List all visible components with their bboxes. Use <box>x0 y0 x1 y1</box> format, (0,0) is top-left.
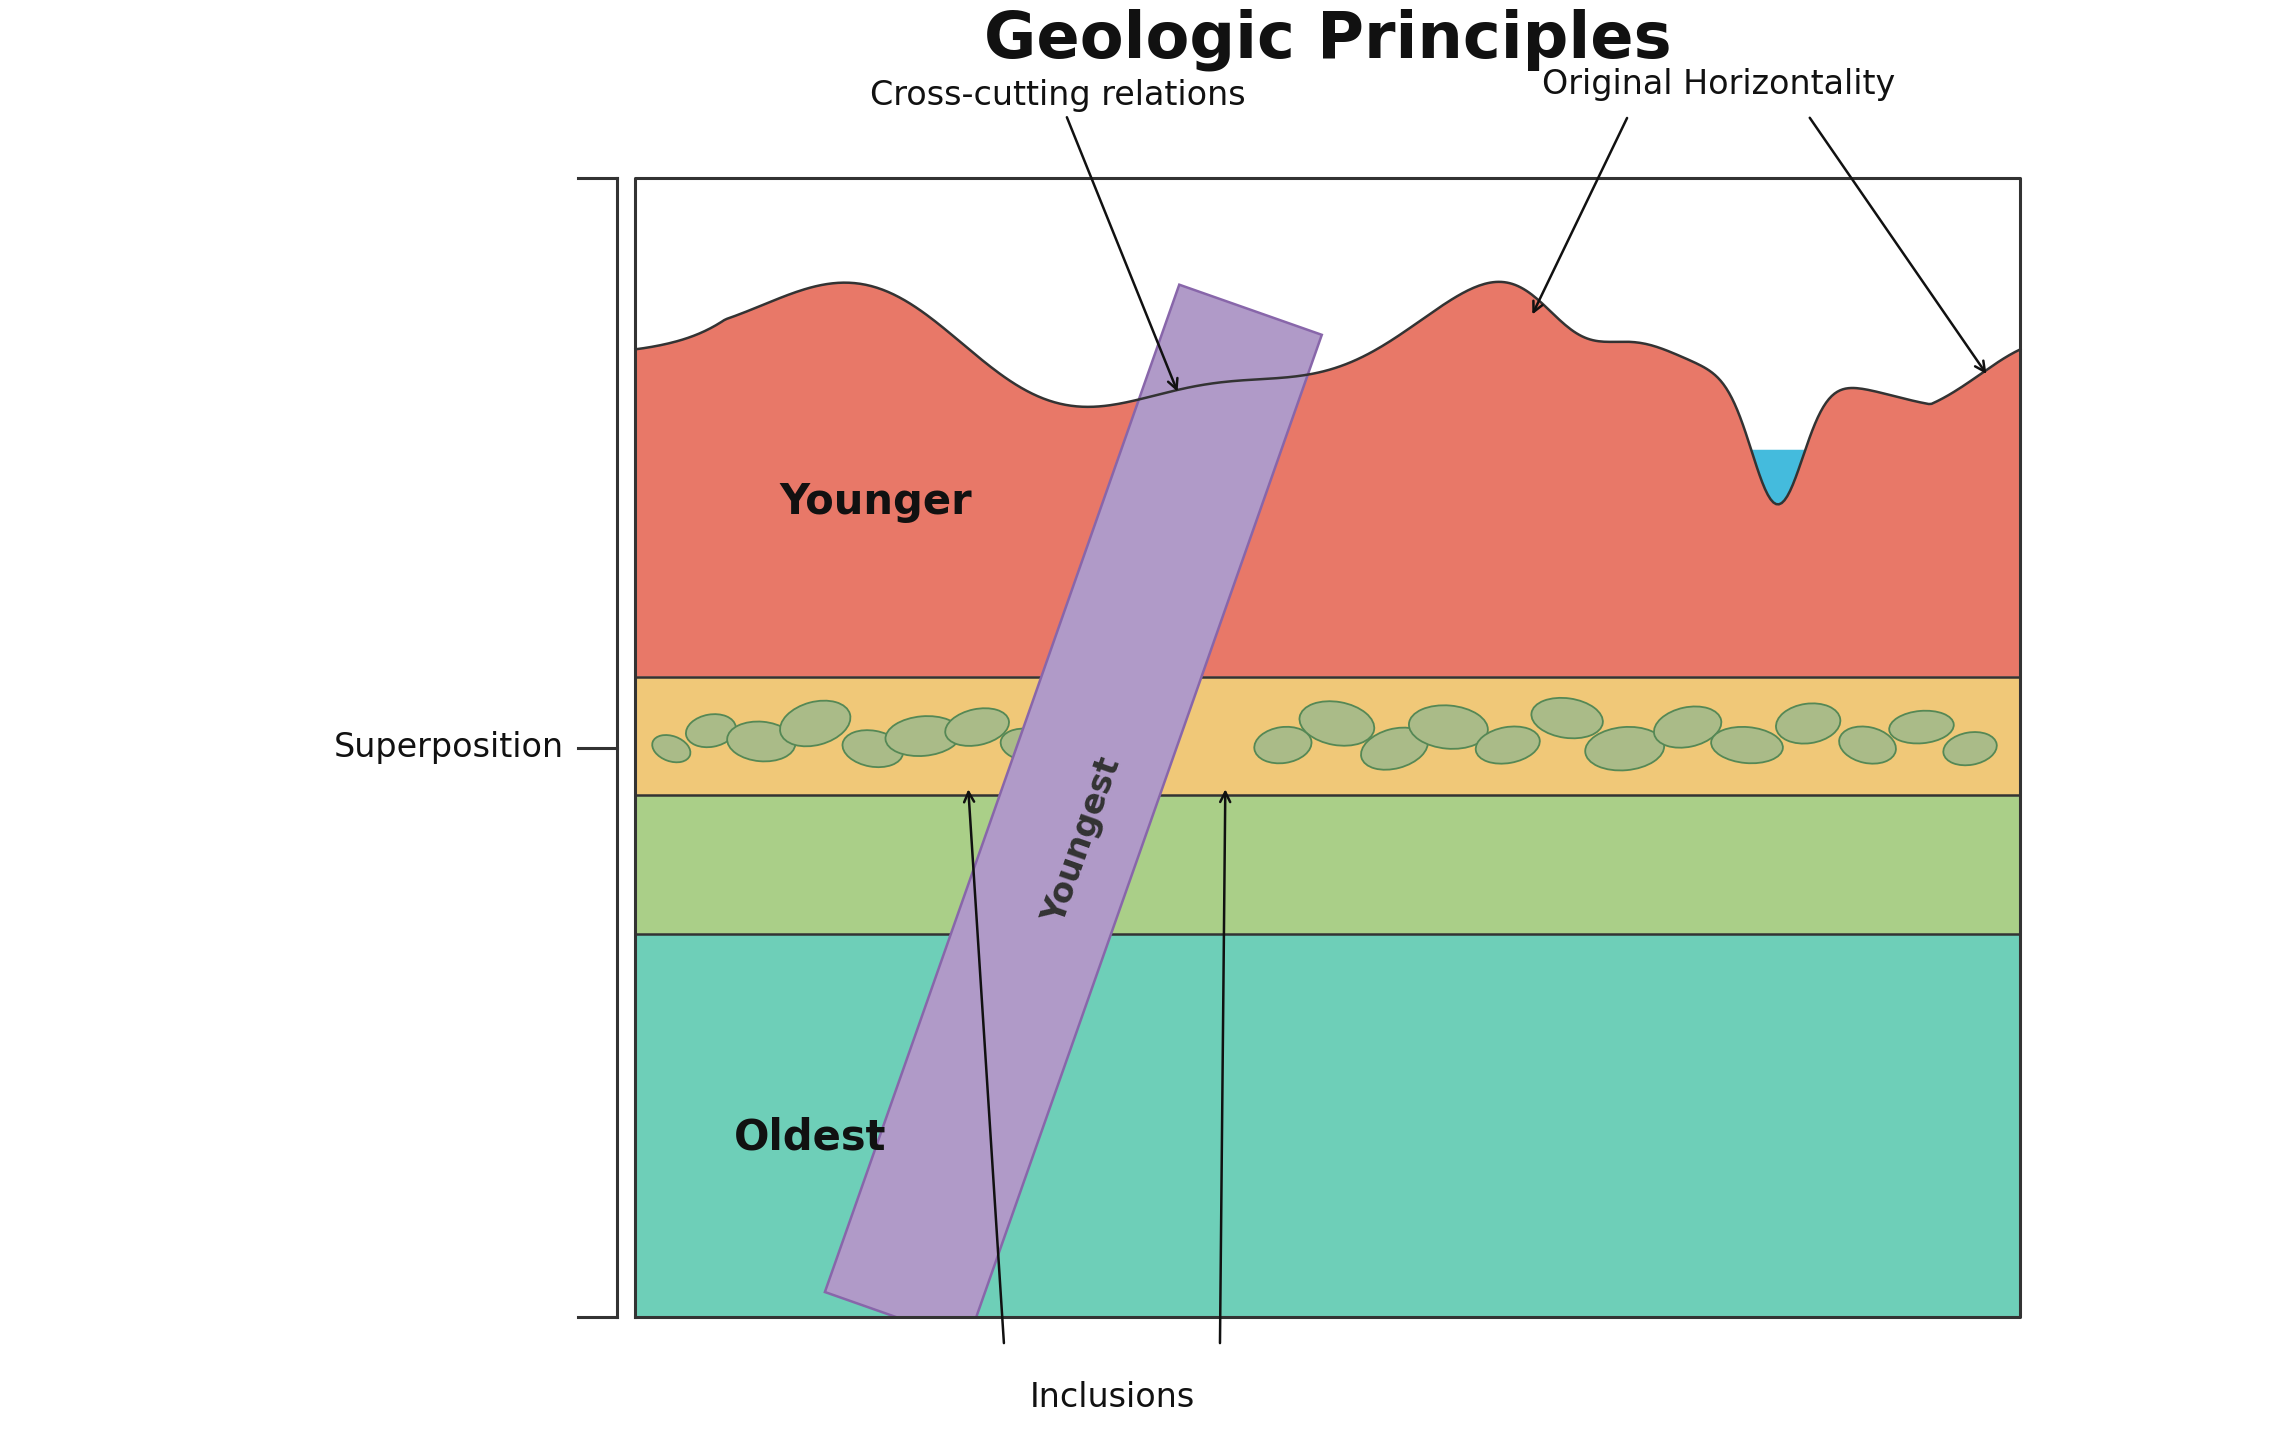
Ellipse shape <box>1360 727 1428 770</box>
Ellipse shape <box>1476 727 1540 763</box>
Ellipse shape <box>1943 733 1998 766</box>
Ellipse shape <box>1838 727 1895 763</box>
Polygon shape <box>636 676 2021 795</box>
Ellipse shape <box>1255 727 1312 763</box>
Ellipse shape <box>779 701 850 746</box>
Ellipse shape <box>1711 727 1784 763</box>
Polygon shape <box>825 285 1321 1342</box>
Ellipse shape <box>1654 707 1722 747</box>
Text: Cross-cutting relations: Cross-cutting relations <box>870 78 1246 390</box>
Polygon shape <box>1752 450 1804 504</box>
Ellipse shape <box>727 721 795 762</box>
Ellipse shape <box>1531 698 1604 738</box>
Text: Superposition: Superposition <box>333 731 563 765</box>
Ellipse shape <box>1585 727 1665 770</box>
Polygon shape <box>636 934 2021 1318</box>
Polygon shape <box>636 282 2021 676</box>
Ellipse shape <box>843 730 902 767</box>
Ellipse shape <box>945 708 1009 746</box>
Text: Inclusions: Inclusions <box>1030 1381 1194 1415</box>
Text: Oldest: Oldest <box>734 1116 886 1158</box>
Text: Original Horizontality: Original Horizontality <box>1542 68 1895 101</box>
Ellipse shape <box>1888 711 1955 743</box>
Ellipse shape <box>1408 705 1488 749</box>
Ellipse shape <box>1298 701 1374 746</box>
Text: Youngest: Youngest <box>1039 753 1128 928</box>
Text: Geologic Principles: Geologic Principles <box>984 9 1672 71</box>
Ellipse shape <box>1000 728 1055 762</box>
Ellipse shape <box>652 736 690 762</box>
Ellipse shape <box>886 717 961 756</box>
Ellipse shape <box>686 714 736 747</box>
Text: Younger: Younger <box>779 481 973 523</box>
Ellipse shape <box>1777 704 1841 744</box>
Polygon shape <box>636 795 2021 934</box>
